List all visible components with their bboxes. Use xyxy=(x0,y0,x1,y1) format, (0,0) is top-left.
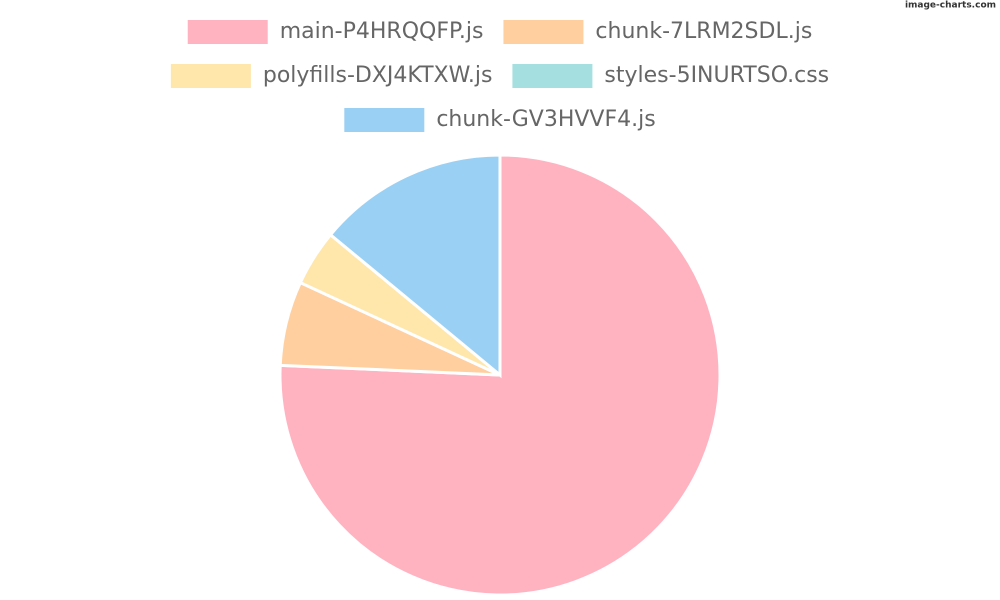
legend-row: chunk-GV3HVVF4.js xyxy=(344,107,656,132)
legend-label: chunk-7LRM2SDL.js xyxy=(595,19,812,44)
legend-row: main-P4HRQQFP.js chunk-7LRM2SDL.js xyxy=(187,19,812,44)
legend-swatch xyxy=(512,64,593,88)
legend-label: chunk-GV3HVVF4.js xyxy=(436,107,655,132)
legend-swatch xyxy=(503,20,584,44)
watermark: image-charts.com xyxy=(905,1,996,11)
legend-swatch xyxy=(344,108,425,132)
legend-label: styles-5INURTSO.css xyxy=(604,63,829,88)
pie-slice xyxy=(328,153,502,379)
legend-label: polyfills-DXJ4KTXW.js xyxy=(263,63,493,88)
legend-label: main-P4HRQQFP.js xyxy=(280,19,484,44)
legend-swatch xyxy=(170,64,251,88)
legend-swatch xyxy=(187,20,268,44)
legend-row: polyfills-DXJ4KTXW.js styles-5INURTSO.css xyxy=(170,63,829,88)
